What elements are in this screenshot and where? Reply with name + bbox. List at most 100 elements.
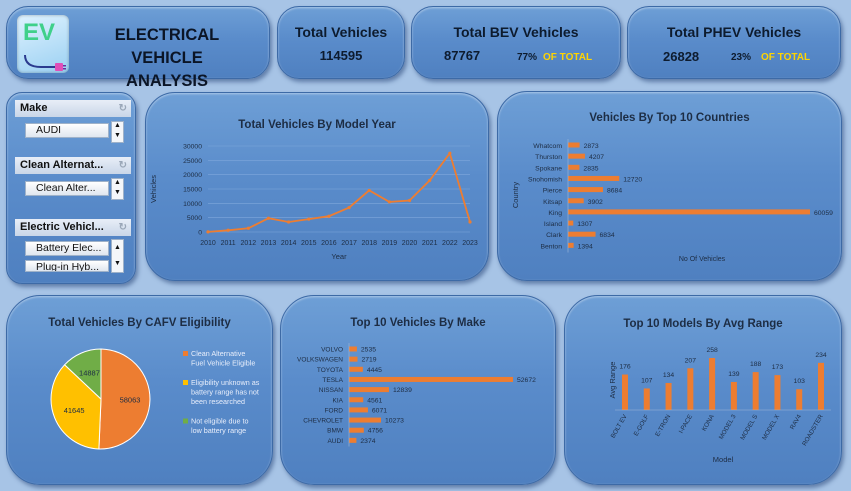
scroll-down-icon[interactable]: ▼ xyxy=(114,260,121,267)
bar xyxy=(349,417,381,423)
x-tick-label: 2019 xyxy=(382,240,398,247)
legend-label: Clean Alternative xyxy=(191,349,245,358)
clear-filter-icon[interactable]: ↻ xyxy=(118,103,127,114)
bar xyxy=(568,175,620,181)
x-tick-label: 2022 xyxy=(442,240,458,247)
clear-filter-icon[interactable]: ↻ xyxy=(118,160,127,171)
kpi-total-card: Total Vehicles 114595 xyxy=(277,6,405,79)
y-tick-label: Benton xyxy=(540,243,562,250)
ev-type-slicer-header[interactable]: Electric Vehicl... ↻ xyxy=(15,219,131,236)
data-label: 2374 xyxy=(360,438,375,445)
pie-slice xyxy=(98,348,151,450)
bar xyxy=(568,198,584,204)
legend-swatch xyxy=(183,380,188,385)
bar xyxy=(709,358,716,410)
data-label: 10273 xyxy=(385,418,404,425)
data-label: 41645 xyxy=(64,406,85,415)
bar xyxy=(568,153,585,159)
bar xyxy=(349,346,357,352)
data-label: 2835 xyxy=(583,165,598,172)
y-tick-label: 0 xyxy=(198,230,202,237)
kpi-total-label: Total Vehicles xyxy=(294,24,388,40)
y-tick-label: Kitsap xyxy=(543,199,562,206)
data-point xyxy=(287,220,291,224)
chart-title: Total Vehicles By Model Year xyxy=(238,119,396,131)
title-line-1: ELECTRICAL VEHICLE xyxy=(114,26,220,67)
data-label: 134 xyxy=(663,372,675,379)
bar xyxy=(568,209,810,215)
y-tick-label: FORD xyxy=(325,407,344,414)
make-slicer-header[interactable]: Make ↻ xyxy=(15,100,131,117)
x-tick-label: 2015 xyxy=(301,240,317,247)
chart-title: Vehicles By Top 10 Countries xyxy=(589,112,750,124)
x-tick-label: KONA xyxy=(701,413,716,433)
data-label: 2535 xyxy=(361,347,376,354)
y-tick-label: BMW xyxy=(327,428,344,435)
data-label: 4445 xyxy=(367,367,382,374)
y-tick-label: 5000 xyxy=(187,215,202,222)
ev-type-slicer-item[interactable]: Battery Elec... xyxy=(25,241,109,256)
ev-type-slicer-scrollbar[interactable]: ▲ ▼ xyxy=(111,239,124,273)
data-label: 60059 xyxy=(814,210,833,217)
data-label: 8684 xyxy=(607,188,622,195)
y-tick-label: 15000 xyxy=(183,187,202,194)
bar xyxy=(796,389,803,410)
data-point xyxy=(246,226,250,230)
x-tick-label: ROADSTER xyxy=(801,413,825,447)
clean-alt-slicer-label: Clean Alternat... xyxy=(20,159,104,171)
make-slicer-scrollbar[interactable]: ▲ ▼ xyxy=(111,121,124,143)
clean-alt-slicer-scrollbar[interactable]: ▲ ▼ xyxy=(111,178,124,200)
bar xyxy=(622,374,628,410)
clean-alt-slicer-item[interactable]: Clean Alter... xyxy=(25,181,109,196)
x-tick-label: 2013 xyxy=(261,240,277,247)
scroll-down-icon[interactable]: ▼ xyxy=(114,132,121,139)
clean-alt-slicer-header[interactable]: Clean Alternat... ↻ xyxy=(15,157,131,174)
model-year-line-chart: 0 5000 10000 15000 20000 25000 30000 2010 2011 20… xyxy=(149,144,478,262)
x-tick-label: 2020 xyxy=(402,240,418,247)
data-label: 52672 xyxy=(517,377,536,384)
data-point xyxy=(206,230,210,234)
bar xyxy=(568,231,596,237)
bar xyxy=(568,242,574,248)
scroll-up-icon[interactable]: ▲ xyxy=(114,244,121,251)
data-label: 58063 xyxy=(120,396,141,405)
make-slicer-item[interactable]: AUDI xyxy=(25,123,109,138)
x-axis-label: No Of Vehicles xyxy=(679,256,726,263)
bar xyxy=(687,368,694,410)
x-tick-label: E-GOLF xyxy=(633,413,651,437)
data-point xyxy=(428,178,432,182)
bar xyxy=(774,375,781,410)
bar xyxy=(349,366,363,372)
title-line-2: ANALYSIS xyxy=(126,72,208,90)
y-tick-label: Thurston xyxy=(535,154,562,161)
legend-label: Eligibility unknown as xyxy=(191,378,260,387)
make-slicer-label: Make xyxy=(20,102,48,114)
y-tick-label: CHEVROLET xyxy=(303,418,343,425)
legend-label: been researched xyxy=(191,397,245,406)
range-column-chart: 176 BOLT EV 107 E-GOLF 134 E-TRON 207 I-PACE 258… xyxy=(608,347,831,464)
data-label: 4561 xyxy=(367,397,382,404)
legend-swatch xyxy=(183,418,188,424)
kpi-bev-card: Total BEV Vehicles 87767 77% OF TOTAL xyxy=(411,6,621,79)
clear-filter-icon[interactable]: ↻ xyxy=(118,222,127,233)
bar xyxy=(349,397,364,403)
bar xyxy=(568,164,580,170)
x-axis-label: Year xyxy=(331,252,347,261)
bar xyxy=(568,142,580,148)
bar xyxy=(568,187,603,193)
y-tick-label: Whatcom xyxy=(533,143,562,150)
data-label: 12720 xyxy=(623,176,642,183)
data-label: 6071 xyxy=(372,407,387,414)
x-tick-label: MODEL X xyxy=(761,413,782,442)
data-point xyxy=(307,217,311,221)
ev-type-slicer-item[interactable]: Plug-in Hyb... xyxy=(25,260,109,272)
data-point xyxy=(226,228,230,232)
y-tick-label: Snohomish xyxy=(528,176,562,183)
scroll-up-icon[interactable]: ▲ xyxy=(114,122,121,129)
scroll-up-icon[interactable]: ▲ xyxy=(114,179,121,186)
pie-slice xyxy=(50,364,102,450)
y-tick-label: KIA xyxy=(333,397,344,404)
scroll-down-icon[interactable]: ▼ xyxy=(114,189,121,196)
data-label: 188 xyxy=(750,361,762,368)
data-label: 12839 xyxy=(393,387,412,394)
